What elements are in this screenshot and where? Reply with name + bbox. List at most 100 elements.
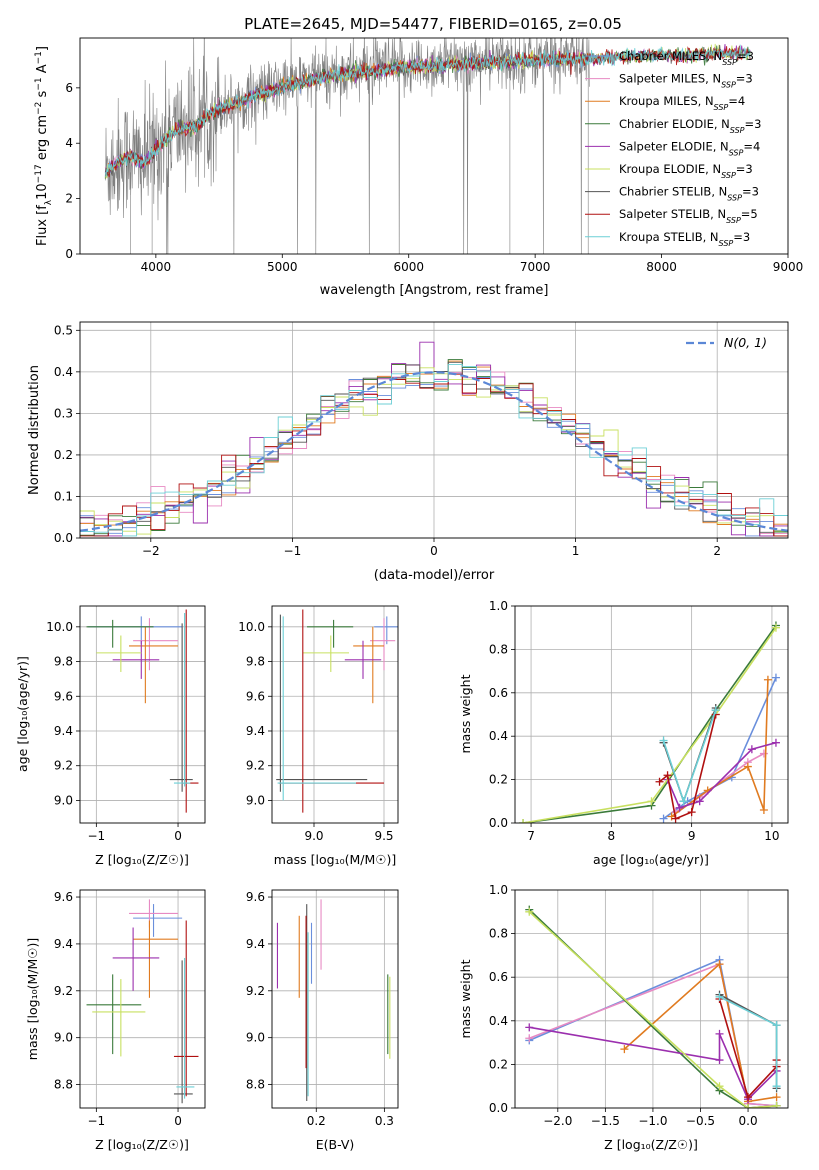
weight-marker-kroupa_stelib — [659, 736, 668, 745]
y-tick-label: 8.8 — [246, 1078, 265, 1092]
axes-age_vs_mass: 9.0 9.5 9.0 9.2 9.4 9.6 9.8 10.0 mass [log₁₀(M/M… — [238, 605, 399, 867]
weight-marker-salpeter_elodie — [715, 1029, 724, 1038]
y-tick-label: 0.4 — [489, 729, 508, 743]
y-axis-label: mass weight — [458, 674, 473, 753]
axes-frame — [79, 321, 789, 539]
label-part: λ — [44, 199, 54, 205]
y-tick-label: 8.8 — [54, 1078, 73, 1092]
x-tick-label: −2 — [142, 544, 160, 558]
x-tick-label: 10 — [764, 829, 779, 843]
legend-n: =3 — [737, 49, 754, 63]
x-axis-label: Z [log₁₀(Z/Z☉)] — [95, 1137, 189, 1152]
y-tick-label: 0.1 — [54, 489, 73, 503]
axes-frame — [514, 889, 789, 1109]
plot-area-spectrum — [104, 38, 751, 254]
y-tick-label: 0.5 — [54, 323, 73, 337]
legend-entry: Chabrier MILES, NSSP=3 — [619, 49, 754, 67]
legend-text: Chabrier ELODIE, N — [619, 117, 730, 131]
label-part: −2 — [34, 102, 44, 115]
axes-frame — [79, 37, 789, 255]
weight-marker-chabrier_miles — [771, 673, 780, 682]
y-tick-label: 9.6 — [54, 689, 73, 703]
weight-marker-kroupa_miles — [743, 762, 752, 771]
weight-marker-salpeter_miles — [525, 1034, 534, 1043]
y-tick-label: 9.2 — [246, 759, 265, 773]
legend-sub: SSP — [726, 216, 741, 225]
label-part: A — [35, 64, 50, 77]
label-part: ] — [35, 46, 50, 51]
legend-entry: Kroupa MILES, NSSP=4 — [619, 94, 745, 112]
legend-entry: Kroupa STELIB, NSSP=3 — [619, 230, 750, 248]
axes-frame — [79, 889, 206, 1109]
y-tick-label: 9.4 — [54, 937, 73, 951]
y-axis-label: age [log₁₀(age/yr)] — [15, 656, 30, 772]
legend-entry: Kroupa ELODIE, NSSP=3 — [619, 162, 753, 180]
legend-text: Kroupa STELIB, N — [619, 230, 719, 244]
y-axis-label: mass [log₁₀(M/M☉)] — [25, 938, 40, 1060]
legend-entry: Salpeter MILES, NSSP=3 — [619, 72, 753, 90]
legend-n: =4 — [743, 139, 760, 153]
x-tick-label: 0 — [430, 544, 438, 558]
y-tick-label: 9.4 — [246, 937, 265, 951]
normal-curve — [80, 371, 788, 532]
x-axis-label: E(B-V) — [316, 1137, 355, 1152]
weight-marker-salpeter_stelib — [744, 1093, 753, 1102]
label-part: erg cm — [35, 115, 50, 164]
axes-residuals: −2 −1 0 1 2 0.0 0.1 0.2 0.3 0.4 0.5 (data-model)/er… — [27, 321, 789, 583]
y-tick-label: 9.6 — [54, 890, 73, 904]
y-tick-label: 0.0 — [489, 1101, 508, 1115]
x-tick-label: 0 — [174, 829, 182, 843]
x-tick-label: 8000 — [646, 260, 677, 274]
weight-marker-kroupa_miles — [763, 675, 772, 684]
y-tick-label: 0.6 — [489, 686, 508, 700]
legend-entry: Chabrier ELODIE, NSSP=3 — [619, 117, 761, 135]
y-tick-label: 0.4 — [54, 365, 73, 379]
weight-marker-chabrier_miles — [659, 814, 668, 823]
label-part: −17 — [34, 164, 44, 183]
y-tick-label: 1.0 — [489, 599, 508, 613]
y-tick-label: 6 — [65, 81, 73, 95]
x-tick-label: 8 — [608, 829, 616, 843]
y-tick-label: 9.2 — [54, 984, 73, 998]
y-tick-label: 4 — [65, 136, 73, 150]
x-tick-label: 9.0 — [304, 829, 323, 843]
y-tick-label: 0.4 — [489, 1014, 508, 1028]
y-tick-label: 0.8 — [489, 927, 508, 941]
y-tick-label: 0.0 — [489, 816, 508, 830]
weight-marker-kroupa_miles — [715, 960, 724, 969]
weight-marker-kroupa_elodie — [525, 907, 534, 916]
legend-n: =3 — [736, 162, 753, 176]
x-tick-label: 9 — [688, 829, 696, 843]
plot-area-residuals — [80, 341, 788, 537]
x-tick-label: 7 — [527, 829, 535, 843]
legend-sub: SSP — [729, 148, 744, 157]
y-axis-label: Flux [fλ10−17 erg cm−2 s−1 A−1] — [34, 46, 54, 246]
weight-marker-kroupa_elodie — [771, 623, 780, 632]
x-tick-label: −1 — [87, 1114, 105, 1128]
legend-n: =3 — [742, 185, 759, 199]
plot-area-age_vs_Z — [86, 609, 199, 813]
legend-n: =3 — [745, 117, 762, 131]
x-tick-label: −2.0 — [543, 1114, 572, 1128]
weight-marker-salpeter_elodie — [675, 803, 684, 812]
legend-text: Salpeter MILES, N — [619, 72, 721, 86]
axes-frame — [79, 605, 206, 824]
x-tick-label: −1.5 — [591, 1114, 620, 1128]
legend-entry: Chabrier STELIB, NSSP=3 — [619, 185, 759, 203]
weight-line-chabrier_elodie — [522, 625, 777, 823]
plot-area-age_vs_mass — [276, 609, 398, 813]
x-tick-label: 0.3 — [375, 1114, 394, 1128]
weight-line-kroupa_miles — [623, 962, 777, 1103]
plot-area-mass_weight_vs_Z — [525, 905, 781, 1108]
axes-frame — [514, 605, 789, 824]
x-tick-label: 5000 — [267, 260, 298, 274]
weight-marker-kroupa_miles — [620, 1045, 629, 1054]
legend-text: Kroupa MILES, N — [619, 94, 714, 108]
axes-mass_weight_vs_age: 7 8 9 10 0.0 0.2 0.4 0.6 0.8 1.0 age [log₁₀(age/yr… — [458, 599, 789, 867]
legend-n: =5 — [741, 207, 758, 221]
y-tick-label: 9.0 — [246, 793, 265, 807]
histogram-kroupa_stelib — [80, 364, 788, 537]
legend-text: Kroupa ELODIE, N — [619, 162, 721, 176]
weight-marker-kroupa_miles — [772, 1093, 781, 1102]
